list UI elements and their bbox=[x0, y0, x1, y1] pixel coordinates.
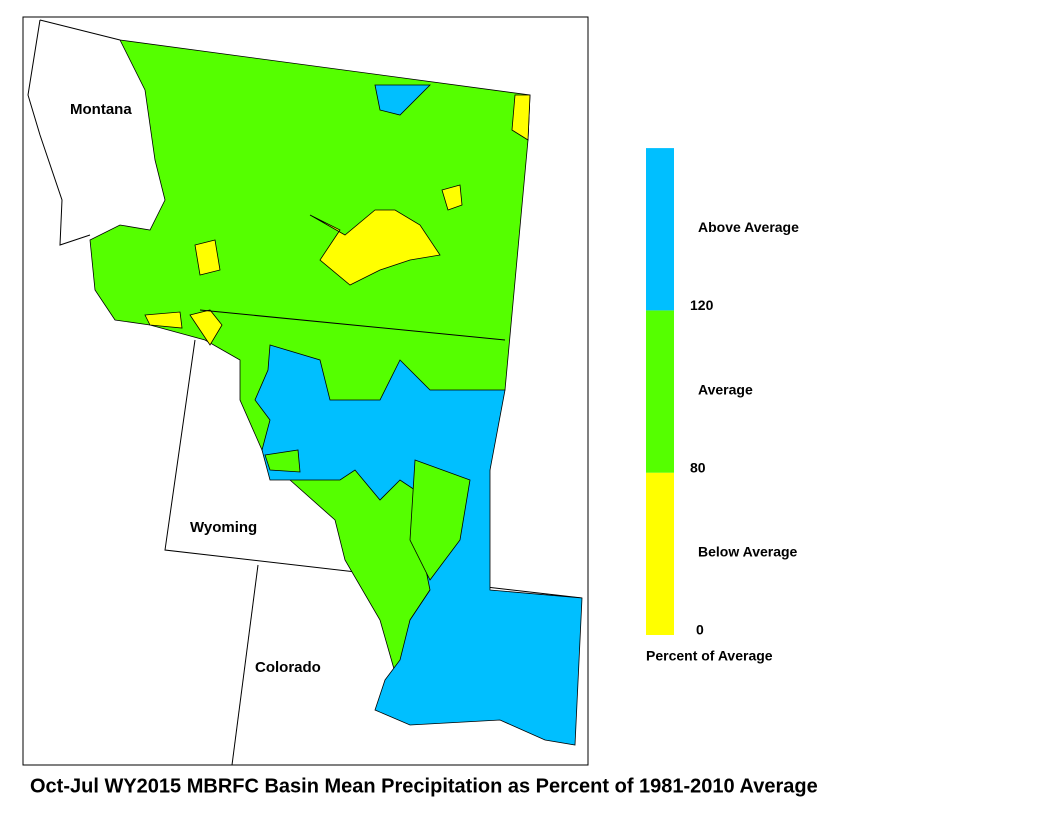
state-border bbox=[39, 19, 121, 41]
state-border bbox=[231, 564, 259, 766]
state-border bbox=[199, 309, 506, 341]
legend-tick-label: 80 bbox=[690, 459, 706, 475]
state-label: Wyoming bbox=[190, 519, 257, 536]
basin-region bbox=[144, 311, 183, 329]
basin-region bbox=[511, 94, 531, 141]
legend-swatch bbox=[646, 310, 674, 473]
basin-region bbox=[309, 209, 441, 286]
state-label: Montana bbox=[70, 101, 132, 118]
legend-label: Above Average bbox=[698, 219, 799, 235]
legend-swatch bbox=[646, 148, 674, 311]
map bbox=[27, 19, 583, 766]
legend: Below Average Average Above Average 0 80 120 bbox=[646, 148, 799, 638]
state-label: Colorado bbox=[255, 659, 321, 676]
legend-tick-label: 0 bbox=[696, 622, 704, 638]
basin-region bbox=[254, 344, 583, 746]
legend-label: Average bbox=[698, 381, 753, 397]
basin-region bbox=[409, 459, 471, 581]
basin-region bbox=[441, 184, 463, 211]
legend-tick-label: 120 bbox=[690, 297, 714, 313]
legend-title: Percent of Average bbox=[646, 648, 773, 664]
state-border bbox=[27, 19, 91, 246]
page-title: Oct-Jul WY2015 MBRFC Basin Mean Precipit… bbox=[30, 775, 818, 797]
basin-region bbox=[264, 449, 301, 473]
basin-region bbox=[374, 84, 431, 116]
basin-region bbox=[194, 239, 221, 276]
legend-swatch bbox=[646, 472, 674, 635]
legend-label: Below Average bbox=[698, 544, 798, 560]
